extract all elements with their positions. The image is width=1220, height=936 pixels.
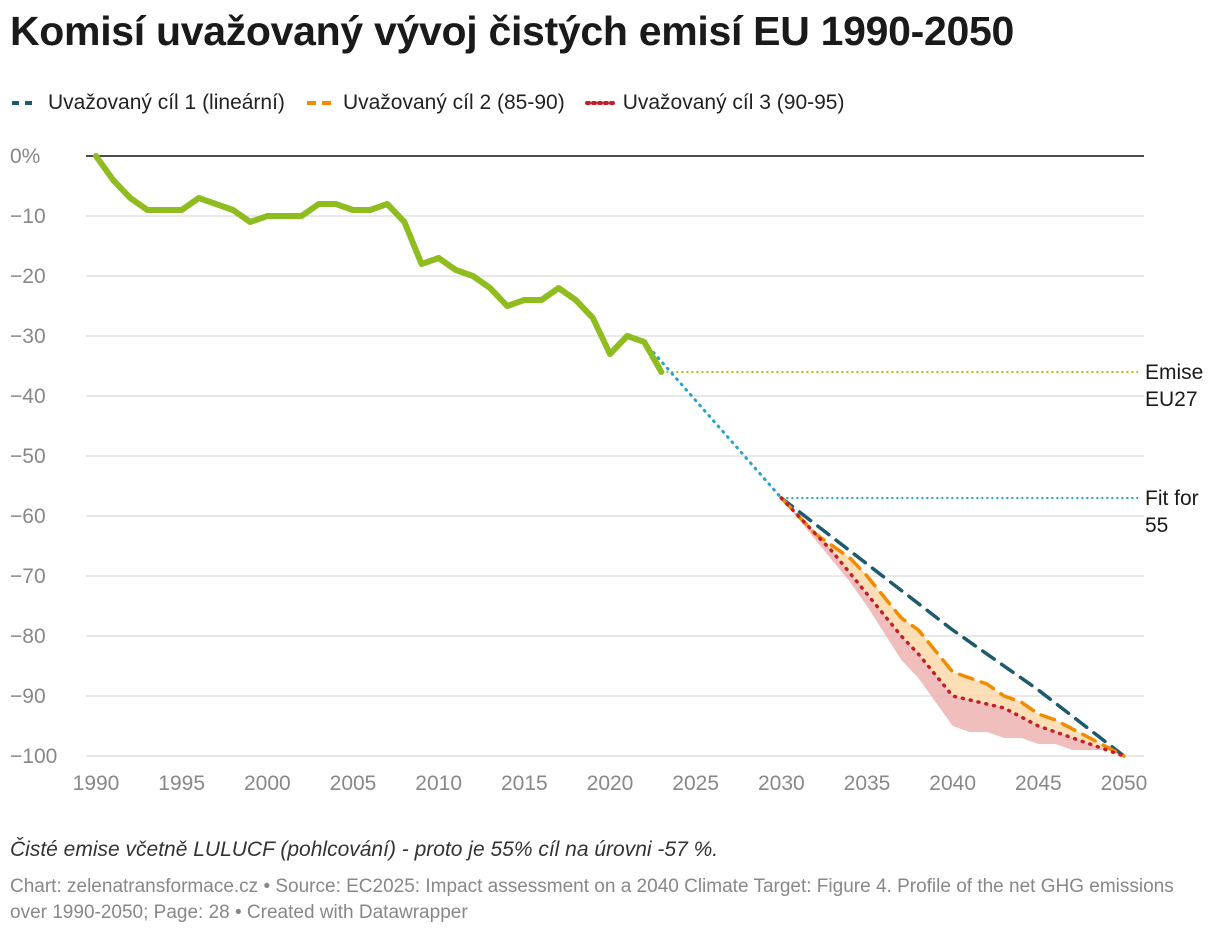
x-tick-label: 2025 <box>672 772 719 795</box>
x-tick-label: 2045 <box>1015 772 1062 795</box>
x-tick-label: 2040 <box>929 772 976 795</box>
scenario-band <box>781 498 1124 756</box>
y-tick-label: −60 <box>10 505 46 528</box>
legend-item-target-1: Uvažovaný cíl 1 (lineární) <box>10 91 285 115</box>
y-tick-label: −50 <box>10 445 46 468</box>
y-tick-label: −30 <box>10 325 46 348</box>
x-tick-label: 2005 <box>330 772 377 795</box>
legend-swatch-target-3 <box>584 101 615 105</box>
legend-swatch-target-1 <box>12 101 38 105</box>
x-tick-label: 2000 <box>244 772 291 795</box>
reference-line-label: Fit for <box>1145 487 1199 510</box>
y-tick-label: −40 <box>10 385 46 408</box>
legend-swatch-target-2 <box>306 101 333 105</box>
chart-legend: Uvažovaný cíl 1 (lineární) Uvažovaný cíl… <box>10 88 844 118</box>
reference-line-label: EU27 <box>1145 388 1198 411</box>
x-tick-label: 2010 <box>415 772 462 795</box>
series-line <box>642 340 783 500</box>
y-tick-label: −20 <box>10 265 46 288</box>
legend-label-target-1: Uvažovaný cíl 1 (lineární) <box>48 91 285 114</box>
x-tick-label: 2030 <box>758 772 805 795</box>
x-tick-label: 1990 <box>73 772 120 795</box>
legend-item-target-2: Uvažovaný cíl 2 (85-90) <box>305 91 565 115</box>
y-tick-label: −90 <box>10 685 46 708</box>
x-tick-label: 2020 <box>587 772 634 795</box>
x-tick-label: 2015 <box>501 772 548 795</box>
legend-item-target-3: Uvažovaný cíl 3 (90-95) <box>584 91 845 115</box>
reference-line-label: Emise <box>1145 361 1203 384</box>
y-tick-label: −70 <box>10 565 46 588</box>
y-tick-label: −80 <box>10 625 46 648</box>
chart-title: Komisí uvažovaný vývoj čistých emisí EU … <box>10 8 1014 54</box>
y-tick-label: −10 <box>10 205 46 228</box>
y-tick-label: −100 <box>10 745 57 768</box>
x-tick-label: 2050 <box>1101 772 1148 795</box>
y-tick-label: 0% <box>10 145 40 168</box>
legend-label-target-3: Uvažovaný cíl 3 (90-95) <box>622 91 845 114</box>
chart-note: Čisté emise včetně LULUCF (pohlcování) -… <box>10 838 719 861</box>
legend-label-target-2: Uvažovaný cíl 2 (85-90) <box>342 91 565 114</box>
x-tick-label: 2035 <box>844 772 891 795</box>
history-line <box>93 153 665 375</box>
series-line <box>779 496 1126 758</box>
emissions-line-chart: 0% −10 −20 −30 −40 −50 −60 −70 −80 −90 −100 1990 199… <box>10 145 1203 795</box>
x-tick-label: 1995 <box>158 772 205 795</box>
chart-source: Chart: zelenatransformace.cz • Source: E… <box>10 876 1174 923</box>
reference-line-label: 55 <box>1145 514 1168 537</box>
series-line <box>779 496 1126 758</box>
